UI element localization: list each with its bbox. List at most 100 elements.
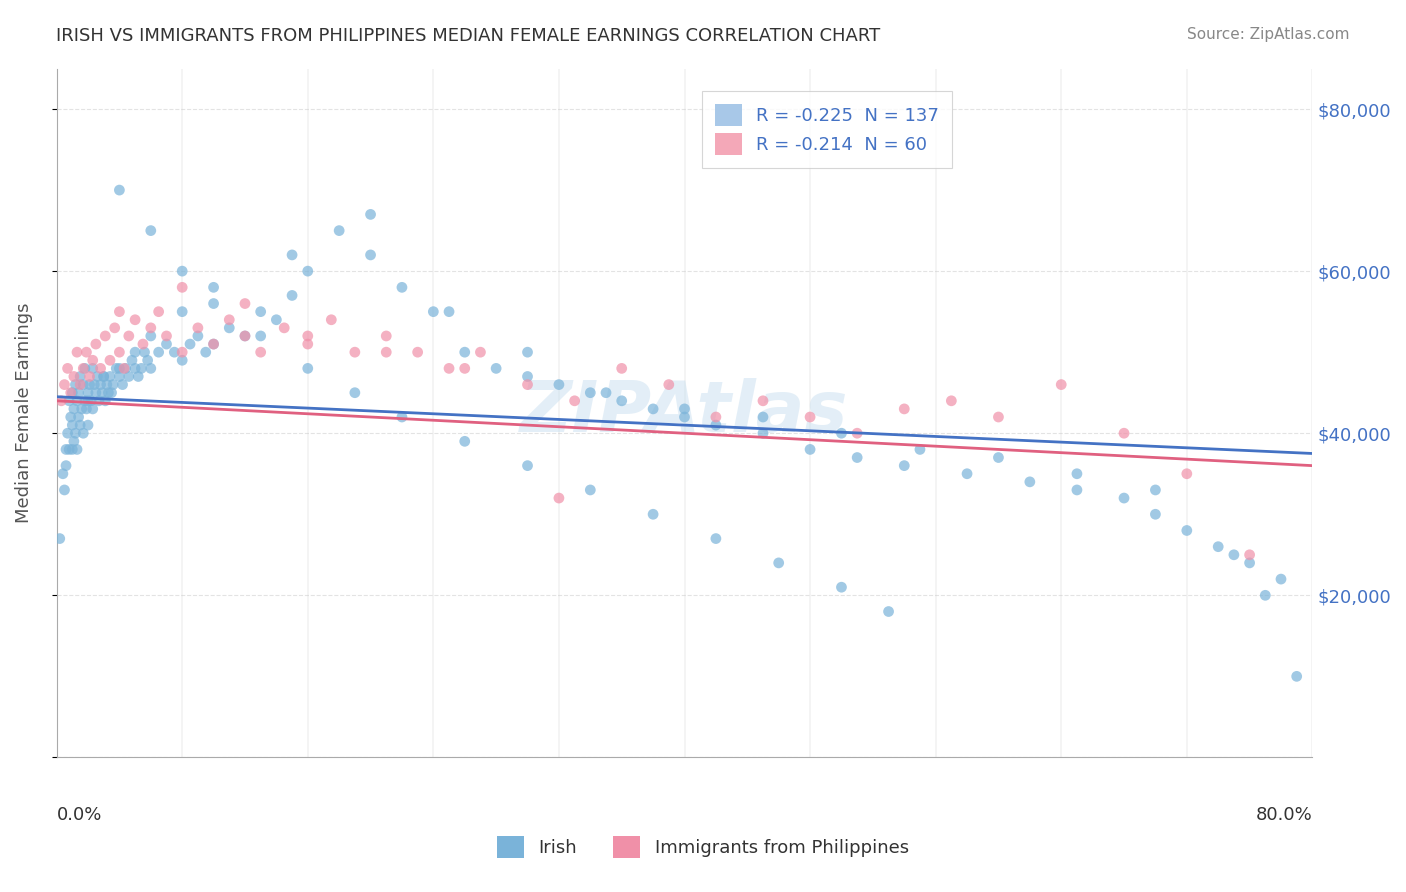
Point <box>75 345 97 359</box>
Point <box>172 345 194 359</box>
Point <box>98 369 121 384</box>
Point <box>752 393 775 408</box>
Point <box>83 377 105 392</box>
Point <box>437 304 460 318</box>
Point <box>59 385 82 400</box>
Point <box>66 393 89 408</box>
Point <box>82 353 104 368</box>
Point <box>1066 483 1088 497</box>
Point <box>202 296 225 310</box>
Point <box>148 304 170 318</box>
Legend: Irish, Immigrants from Philippines: Irish, Immigrants from Philippines <box>489 829 917 865</box>
Point <box>69 377 91 392</box>
Point <box>108 361 131 376</box>
Point <box>548 491 571 505</box>
Point <box>877 605 900 619</box>
Point <box>752 410 775 425</box>
Point <box>112 361 135 376</box>
Point <box>172 280 194 294</box>
Point <box>139 361 162 376</box>
Point <box>65 426 87 441</box>
Point <box>93 369 115 384</box>
Point <box>136 353 159 368</box>
Point <box>91 385 114 400</box>
Point <box>516 345 538 359</box>
Point <box>79 369 101 384</box>
Point <box>124 361 146 376</box>
Point <box>114 361 136 376</box>
Point <box>375 329 398 343</box>
Point <box>218 321 240 335</box>
Point <box>360 248 382 262</box>
Point <box>60 418 83 433</box>
Point <box>768 556 790 570</box>
Point <box>987 410 1010 425</box>
Point <box>643 508 665 522</box>
Point <box>90 377 112 392</box>
Point <box>1144 483 1167 497</box>
Point <box>579 483 602 497</box>
Point <box>94 393 117 408</box>
Text: ZIPAtlas: ZIPAtlas <box>520 378 849 448</box>
Point <box>595 385 617 400</box>
Point <box>187 321 209 335</box>
Point <box>281 248 304 262</box>
Point <box>98 353 121 368</box>
Point <box>375 345 398 359</box>
Point <box>281 288 304 302</box>
Legend: R = -0.225  N = 137, R = -0.214  N = 60: R = -0.225 N = 137, R = -0.214 N = 60 <box>702 91 952 168</box>
Point <box>202 337 225 351</box>
Point <box>104 321 127 335</box>
Point <box>127 369 149 384</box>
Point <box>658 377 681 392</box>
Point <box>53 483 76 497</box>
Point <box>58 393 80 408</box>
Point <box>84 337 107 351</box>
Point <box>343 345 366 359</box>
Point <box>579 385 602 400</box>
Point <box>67 385 90 400</box>
Point <box>485 361 508 376</box>
Point <box>84 385 107 400</box>
Point <box>610 361 633 376</box>
Point <box>105 361 128 376</box>
Point <box>55 458 77 473</box>
Point <box>1270 572 1292 586</box>
Point <box>1112 491 1135 505</box>
Point <box>79 377 101 392</box>
Point <box>297 264 319 278</box>
Point <box>63 401 86 416</box>
Point <box>830 580 852 594</box>
Point <box>108 345 131 359</box>
Text: 80.0%: 80.0% <box>1256 805 1312 823</box>
Point <box>799 442 821 457</box>
Point <box>470 345 492 359</box>
Point <box>59 410 82 425</box>
Point <box>830 426 852 441</box>
Point <box>564 393 586 408</box>
Point <box>77 418 100 433</box>
Point <box>70 401 93 416</box>
Point <box>124 312 146 326</box>
Text: IRISH VS IMMIGRANTS FROM PHILIPPINES MEDIAN FEMALE EARNINGS CORRELATION CHART: IRISH VS IMMIGRANTS FROM PHILIPPINES MED… <box>56 27 880 45</box>
Point <box>65 377 87 392</box>
Point <box>673 401 696 416</box>
Point <box>202 337 225 351</box>
Point <box>118 329 141 343</box>
Point <box>516 377 538 392</box>
Point <box>72 426 94 441</box>
Point <box>80 393 103 408</box>
Point <box>96 377 118 392</box>
Point <box>121 353 143 368</box>
Point <box>1144 508 1167 522</box>
Point <box>941 393 963 408</box>
Point <box>172 264 194 278</box>
Point <box>799 410 821 425</box>
Point <box>155 329 177 343</box>
Point <box>97 385 120 400</box>
Point <box>893 401 915 416</box>
Point <box>69 418 91 433</box>
Point <box>108 183 131 197</box>
Point <box>72 361 94 376</box>
Point <box>60 442 83 457</box>
